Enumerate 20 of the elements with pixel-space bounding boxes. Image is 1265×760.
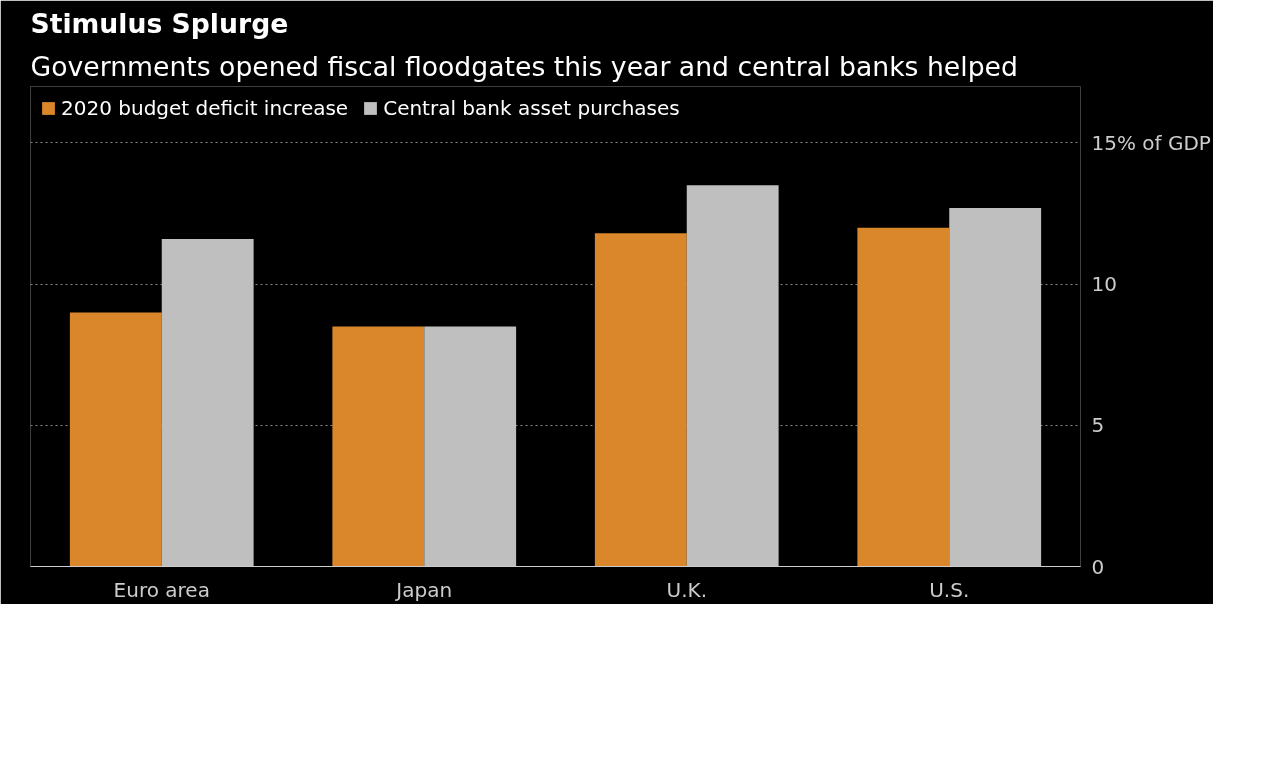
legend-label: Central bank asset purchases	[383, 96, 680, 120]
chart-subtitle: Governments opened fiscal floodgates this year and central banks helped	[30, 50, 1018, 82]
bar	[69, 312, 162, 567]
chart-title: Stimulus Splurge	[30, 7, 289, 39]
bar	[857, 227, 950, 567]
bar	[686, 185, 779, 567]
bar	[424, 326, 517, 567]
y-tick-label: 0	[1091, 554, 1105, 579]
bar	[161, 238, 254, 567]
y-tick-label: 5	[1091, 413, 1105, 438]
x-tick-label: Japan	[394, 577, 453, 602]
x-tick-label: U.S.	[929, 577, 970, 602]
x-tick-label: Euro area	[113, 577, 210, 602]
x-tick-label: U.K.	[666, 577, 707, 602]
bar	[949, 207, 1042, 567]
bar	[594, 233, 687, 567]
y-tick-label: 15% of GDP	[1091, 130, 1211, 155]
legend-label: 2020 budget deficit increase	[61, 96, 349, 120]
bar	[332, 326, 425, 567]
y-tick-label: 10	[1091, 272, 1117, 297]
